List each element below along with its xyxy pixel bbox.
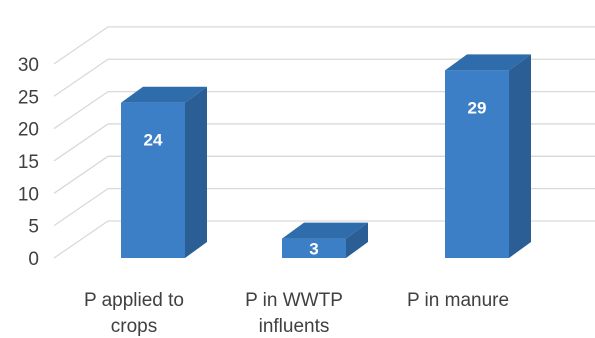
bar-top-face [121,86,207,103]
gridlines [53,26,595,259]
y-tick-label: 0 [28,249,39,270]
bars: 24 3 29 [121,54,531,258]
gridline [53,155,595,194]
bar: 29 [445,54,531,259]
bar: 24 [121,86,207,258]
y-tick-label: 5 [28,217,39,238]
bar-data-label: 3 [309,239,318,258]
bar-data-label: 29 [468,98,487,117]
bar-side-face [185,86,207,258]
y-tick-label: 20 [18,120,39,141]
x-category-label: P applied to crops [84,290,184,337]
gridline [53,220,595,259]
gridline [53,58,595,97]
bar-side-face [509,54,531,259]
bar-data-label: 24 [144,131,163,150]
gridline [53,26,595,65]
bar-side-face [346,222,368,258]
y-tick-label: 30 [18,55,39,76]
y-tick-label: 10 [18,184,39,205]
y-tick-label: 15 [18,152,39,173]
bar-front-face [445,70,509,259]
gridline [53,90,595,130]
x-category-label: P in manure [407,290,509,311]
y-axis-tick-labels: 0 5 10 15 20 25 30 [18,55,39,270]
bar-front-face [282,238,346,258]
bar: 3 [282,222,368,258]
x-category-label: P in WWTP influents [245,290,343,337]
gridline [53,187,595,227]
bar-top-face [282,222,368,239]
gridline [53,123,595,162]
y-tick-label: 25 [18,87,39,108]
bar-top-face [445,54,531,71]
bar-front-face [121,102,185,258]
x-axis-category-labels: P applied to crops P in WWTP influents P in … [84,290,509,337]
